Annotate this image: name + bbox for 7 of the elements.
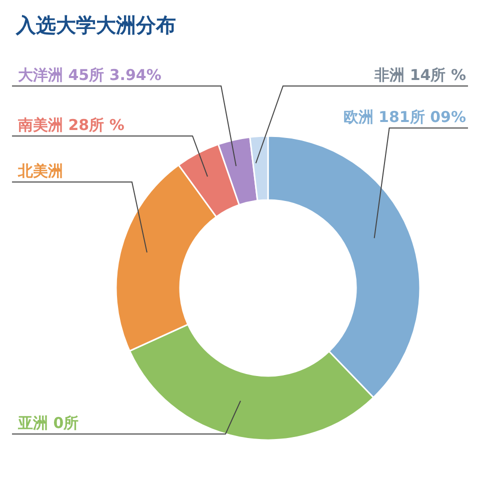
slice-label: 亚洲 0所 — [17, 414, 79, 432]
slice-label: 大洋洲 45所 3.94% — [18, 66, 162, 84]
slice-label: 北美洲 — [17, 162, 63, 180]
slice-label: 非洲 14所 % — [374, 66, 466, 84]
slice-label: 南美洲 28所 % — [17, 116, 124, 134]
slice-label: 欧洲 181所 09% — [343, 108, 466, 126]
chart-title: 入选大学大洲分布 — [16, 12, 176, 39]
